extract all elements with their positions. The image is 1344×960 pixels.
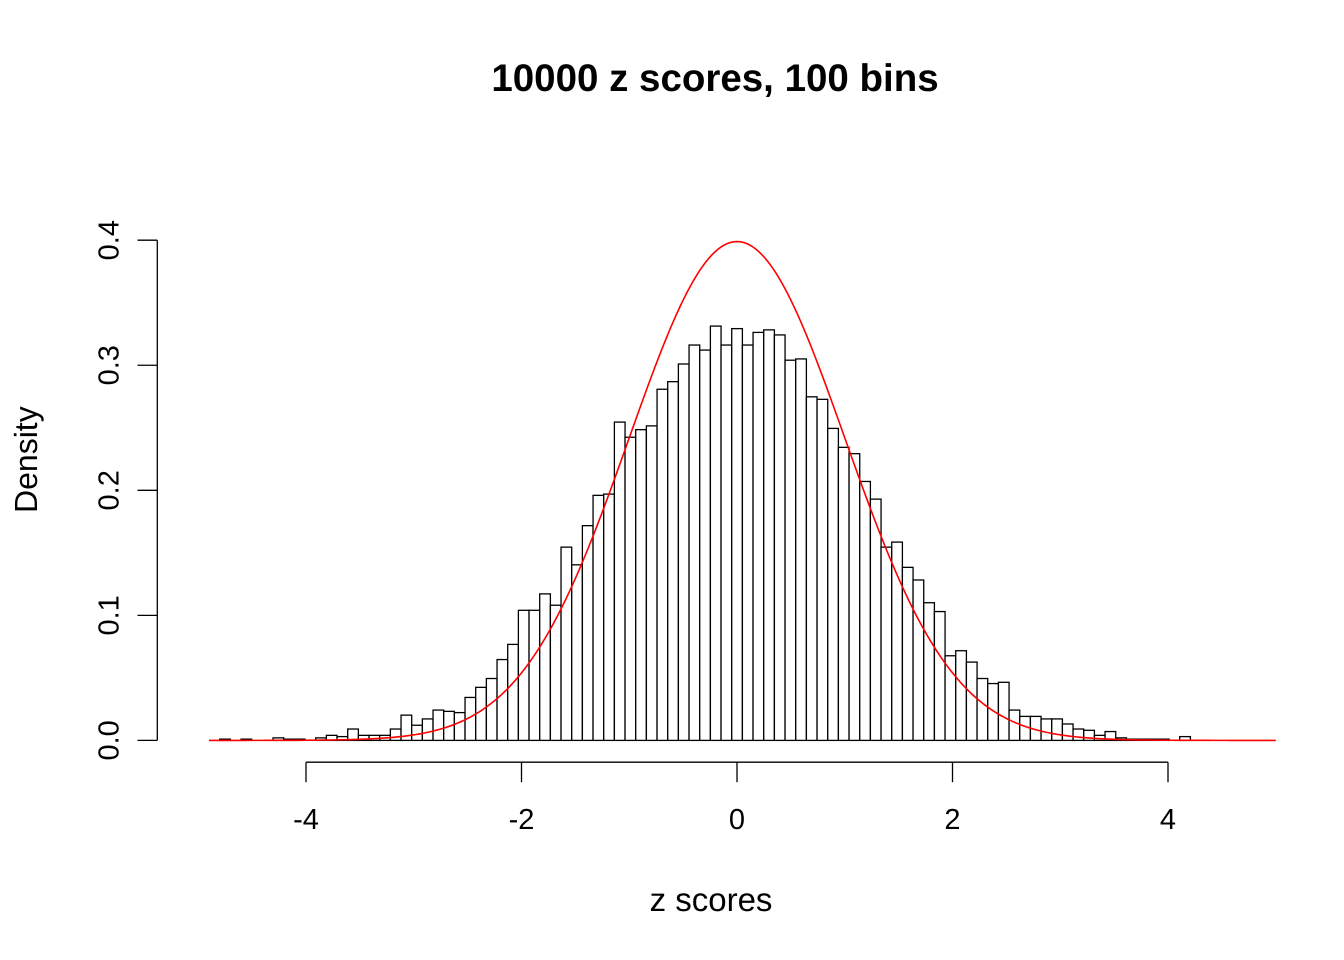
svg-text:0.3: 0.3 [93,345,125,385]
svg-text:-4: -4 [293,804,319,836]
svg-text:0.4: 0.4 [93,220,125,260]
svg-text:0.2: 0.2 [93,470,125,510]
svg-text:0.0: 0.0 [93,720,125,760]
svg-text:-2: -2 [509,804,535,836]
svg-text:4: 4 [1160,804,1176,836]
svg-text:0: 0 [729,804,745,836]
svg-text:2: 2 [944,804,960,836]
svg-text:0.1: 0.1 [93,595,125,635]
